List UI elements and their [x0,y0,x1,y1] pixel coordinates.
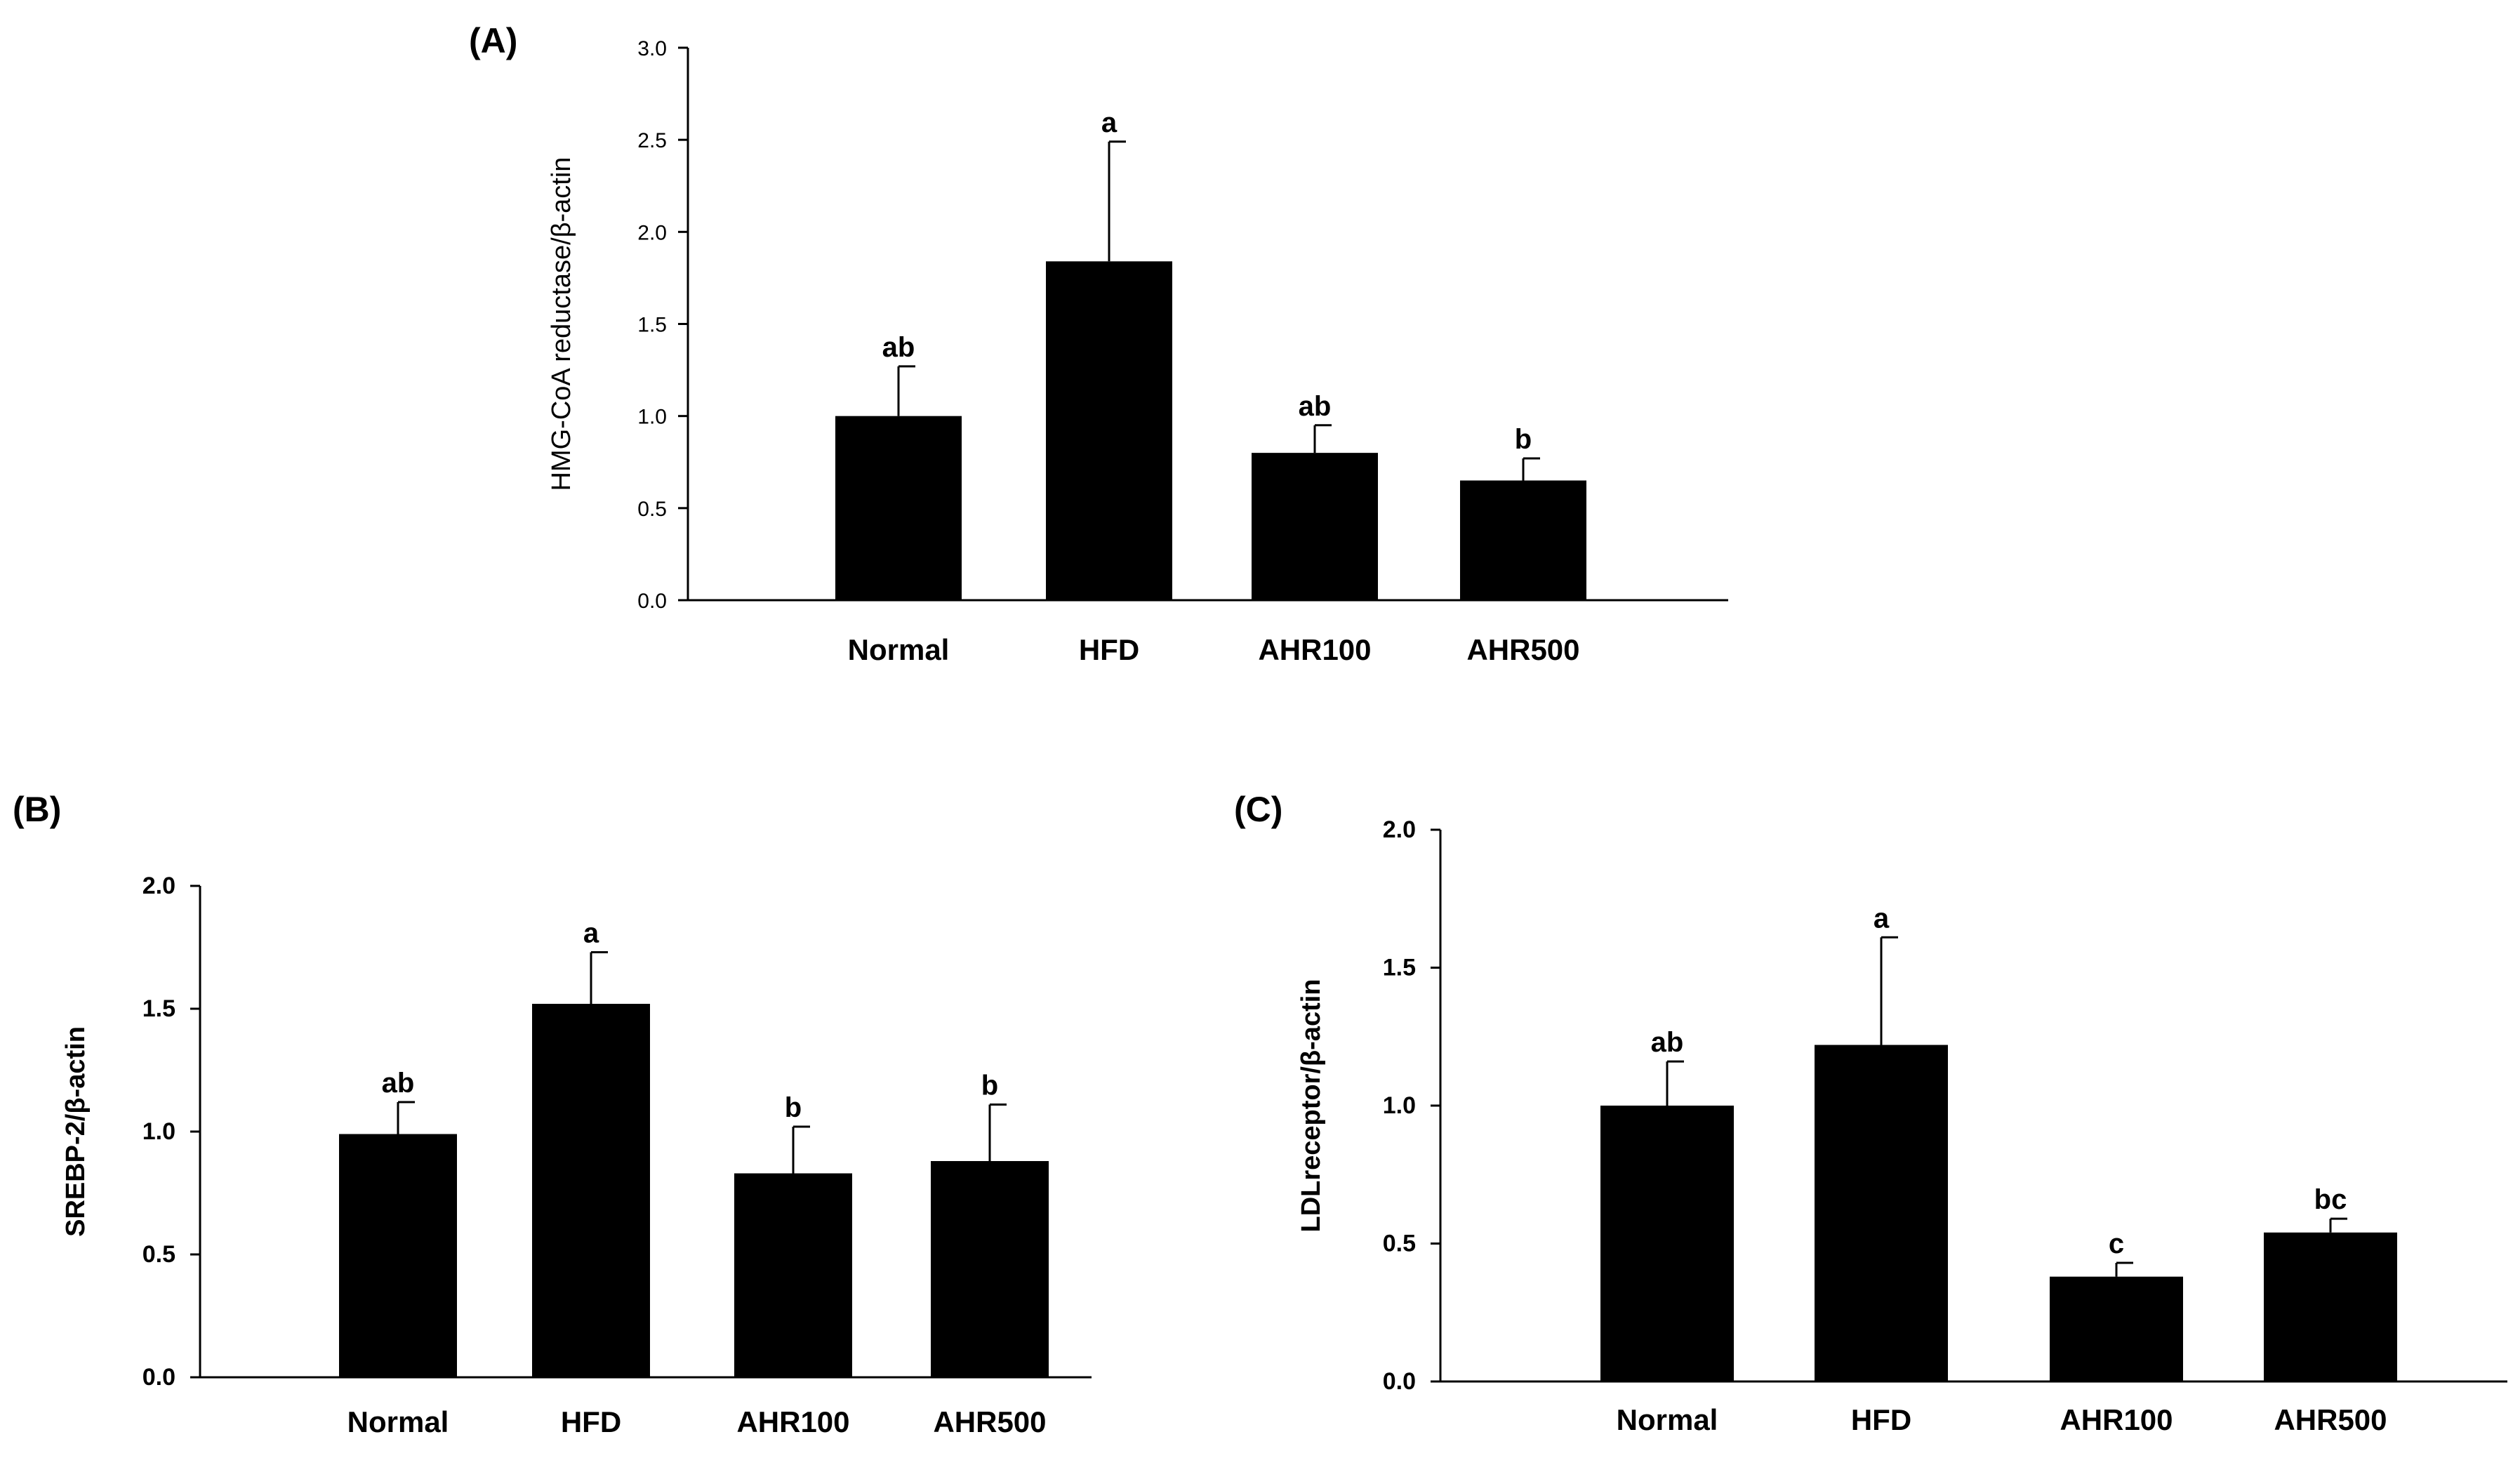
x-tick-label: HFD [1851,1403,1911,1436]
y-tick-label: 1.5 [1383,955,1416,981]
y-tick-label: 3.0 [637,37,667,60]
bar-hfd [1815,1045,1948,1381]
x-tick-label: AHR500 [2274,1403,2387,1436]
significance-label: a [583,918,599,949]
significance-label: ab [382,1068,415,1099]
y-tick-label: 0.0 [637,590,667,613]
panel-label: (C) [1234,790,1282,829]
significance-label: b [981,1071,998,1101]
significance-label: a [1101,107,1118,138]
y-tick-label: 2.0 [142,873,175,899]
y-tick-label: 2.0 [637,221,667,244]
x-tick-label: AHR500 [933,1405,1046,1438]
y-axis-label: SREBP-2/β-actin [61,1026,91,1237]
x-tick-label: AHR100 [2060,1403,2173,1436]
bar-ahr100 [734,1173,852,1377]
bar-normal [1600,1106,1734,1381]
y-tick-label: 0.0 [1383,1368,1416,1395]
bar-hfd [1046,261,1172,600]
significance-label: c [2109,1228,2124,1259]
y-tick-label: 1.0 [637,406,667,429]
y-tick-label: 1.5 [142,995,175,1022]
x-tick-label: Normal [848,633,950,666]
bar-ahr100 [1252,453,1378,600]
panel-label: (A) [469,21,517,60]
y-tick-label: 1.5 [637,314,667,337]
x-tick-label: AHR100 [1258,633,1371,666]
bar-ahr500 [2264,1232,2397,1381]
y-tick-label: 2.0 [1383,816,1416,843]
y-axis-label: HMG-CoA reductase/β-actin [547,157,576,491]
bar-ahr500 [931,1161,1049,1377]
y-tick-label: 0.5 [142,1241,175,1268]
y-axis-label: LDLreceptor/β-actin [1297,979,1326,1232]
significance-label: b [785,1092,802,1123]
panel-label: (B) [13,790,61,829]
significance-label: ab [1299,391,1332,422]
x-tick-label: Normal [347,1405,449,1438]
y-tick-label: 0.5 [1383,1231,1416,1257]
significance-label: a [1874,903,1890,934]
bar-normal [339,1134,457,1377]
significance-label: bc [2314,1184,2347,1215]
significance-label: ab [882,332,915,363]
bar-normal [835,416,962,600]
y-tick-label: 1.0 [142,1118,175,1145]
x-tick-label: HFD [1079,633,1139,666]
x-tick-label: HFD [561,1405,621,1438]
y-tick-label: 0.0 [142,1364,175,1391]
significance-label: ab [1651,1027,1684,1058]
y-tick-label: 0.5 [637,498,667,521]
significance-label: b [1515,424,1532,455]
y-tick-label: 2.5 [637,129,667,152]
chart-panel-2: (C) 0.0 0.5 1.0 1.5 2.0 LDLreceptor/β-actin ab N… [1234,790,2507,1436]
bar-hfd [532,1004,650,1377]
x-tick-label: Normal [1617,1403,1718,1436]
x-tick-label: AHR100 [736,1405,849,1438]
bar-ahr500 [1460,480,1586,600]
chart-panel-0: (A) 0.0 0.5 1.0 1.5 2.0 2.5 3.0 HMG-CoA reductas… [469,21,1728,666]
bar-ahr100 [2050,1276,2183,1381]
x-tick-label: AHR500 [1466,633,1579,666]
y-tick-label: 1.0 [1383,1092,1416,1119]
